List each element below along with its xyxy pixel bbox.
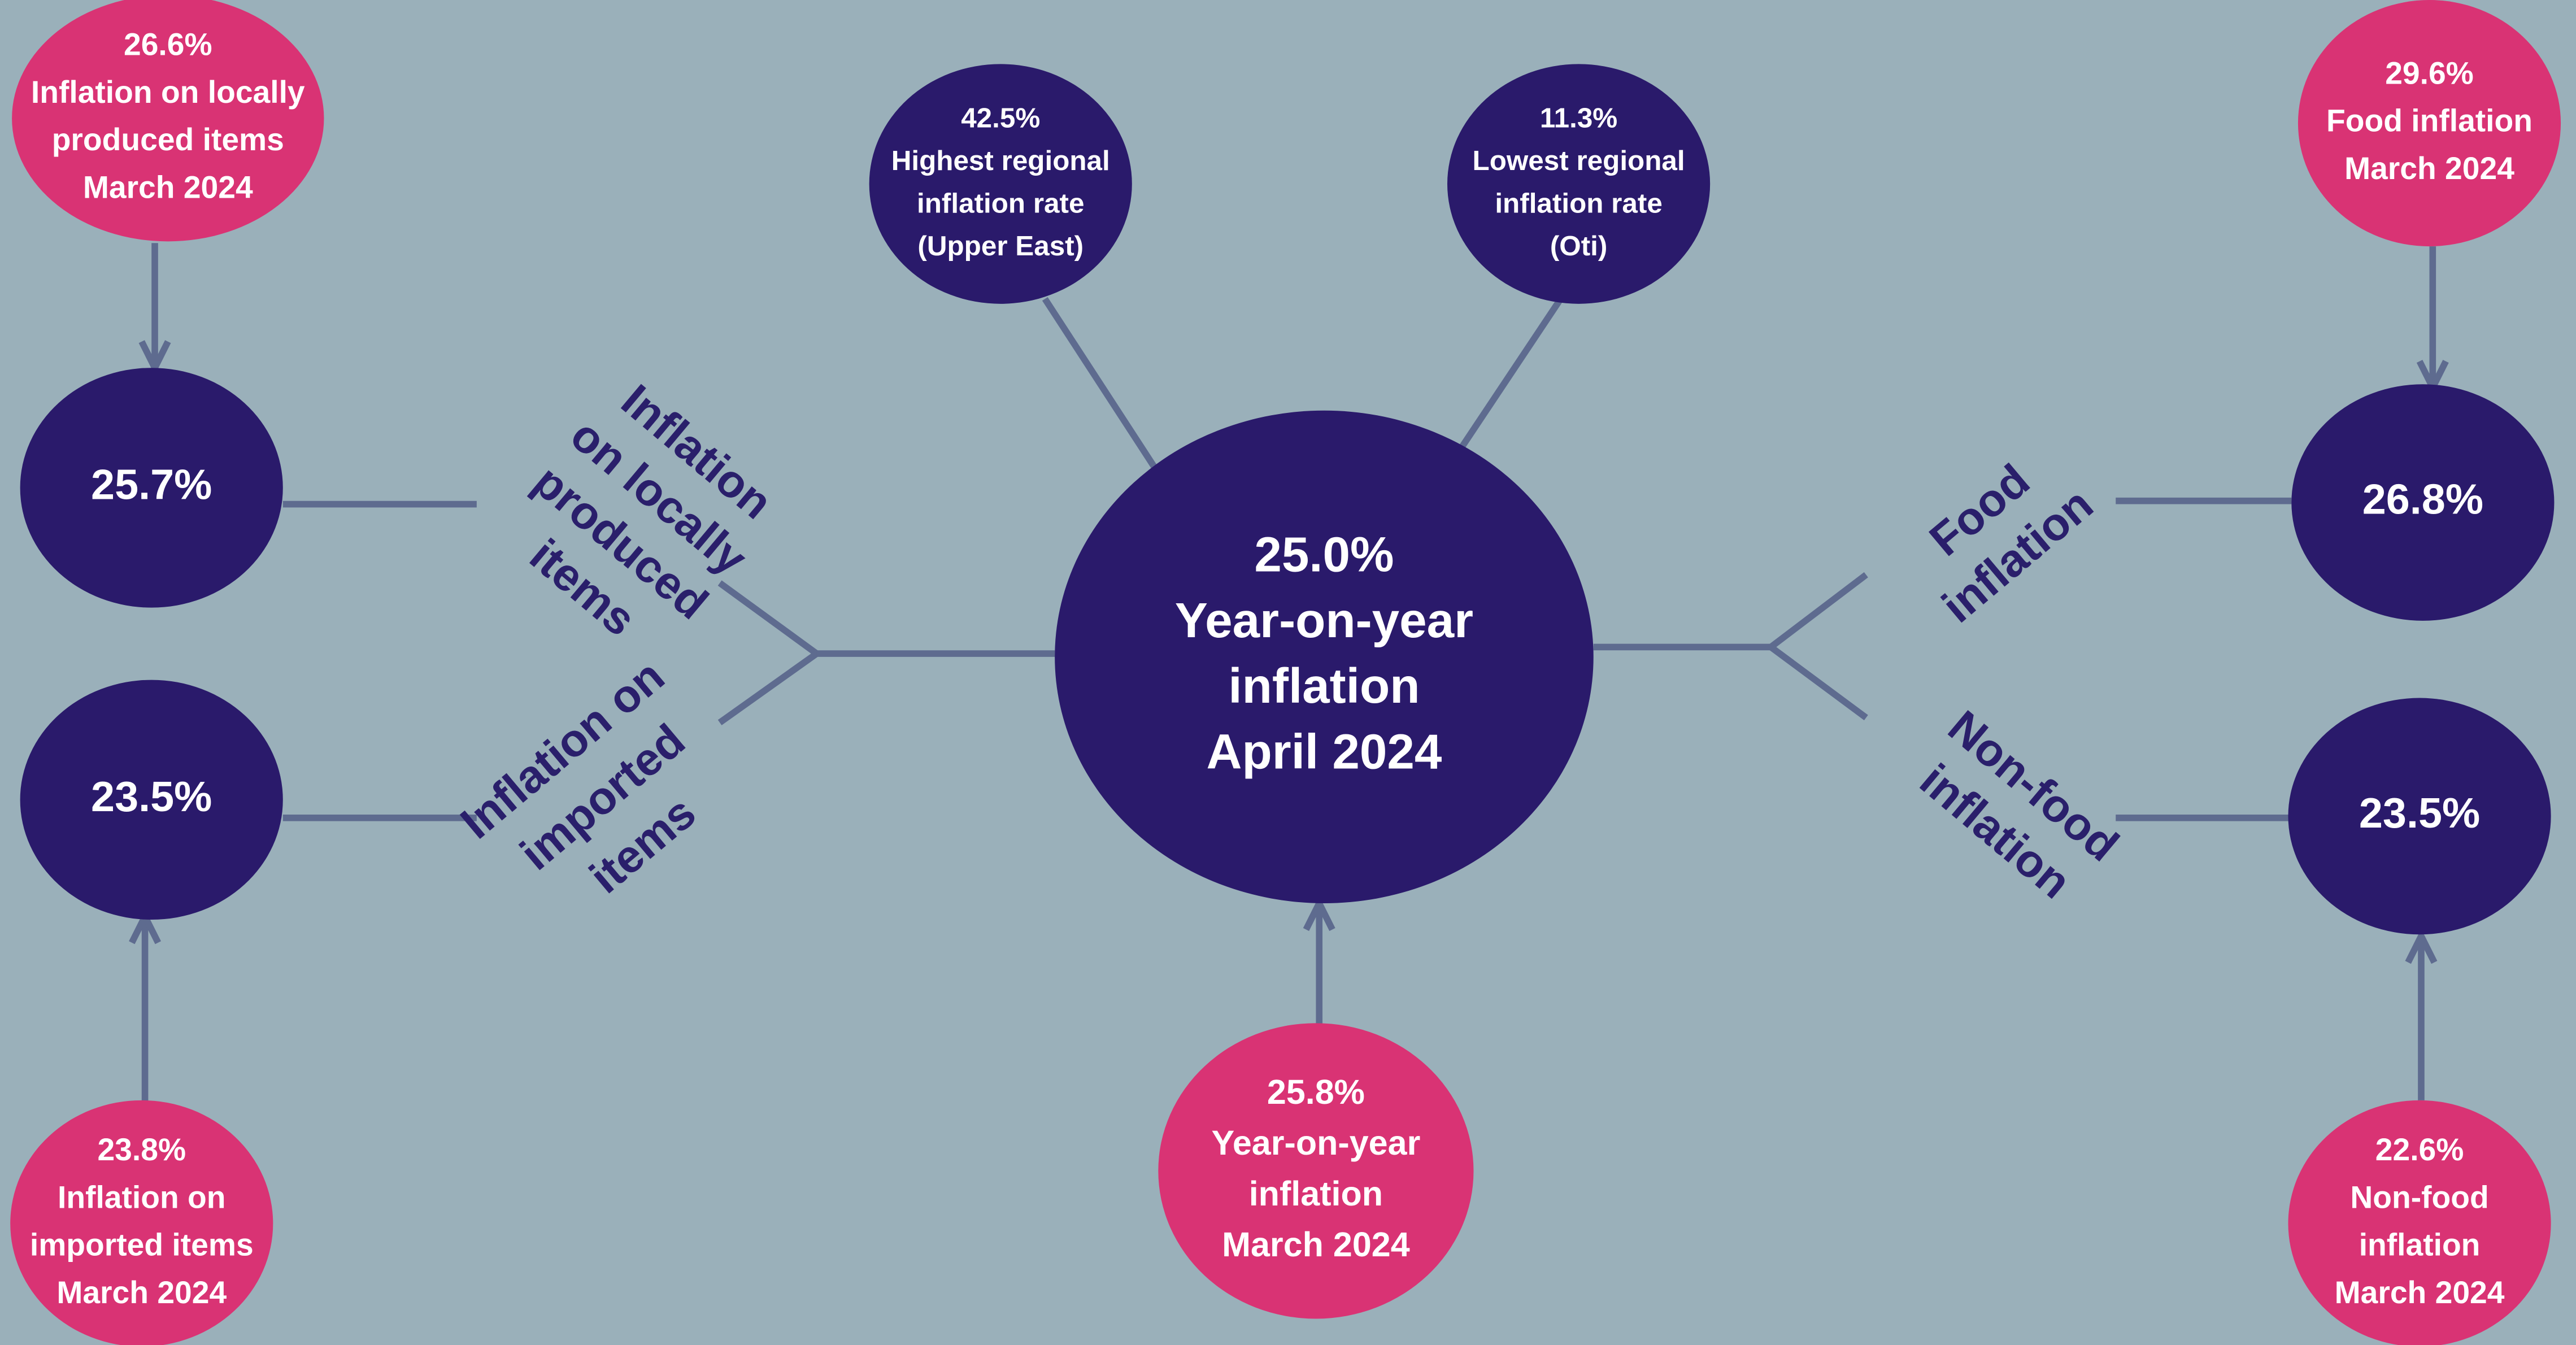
- connector: [1459, 297, 1564, 449]
- node: 29.6% Food inflation March 2024: [2297, 0, 2561, 247]
- node-label: 23.5%: [91, 773, 212, 821]
- node: 23.5%: [20, 680, 283, 920]
- node-circle: [10, 1100, 273, 1345]
- node-label: Food inflation: [2326, 103, 2533, 138]
- node-circle: [20, 368, 283, 608]
- node-label: April 2024: [1207, 724, 1442, 779]
- node-label: Year-on-year: [1211, 1124, 1420, 1162]
- node: 26.6% Inflation on locally produced items M…: [12, 0, 324, 242]
- node-label: March 2024: [56, 1275, 227, 1310]
- node-label: March 2024: [1222, 1225, 1410, 1264]
- node-label: inflation: [1249, 1174, 1383, 1213]
- node-label: 25.0%: [1254, 527, 1394, 582]
- node-label: 42.5%: [961, 102, 1040, 133]
- node-label: 22.6%: [2375, 1132, 2464, 1167]
- node-label: 29.6%: [2385, 55, 2474, 90]
- node-circle: [1447, 64, 1711, 304]
- node-label: (Upper East): [917, 230, 1084, 262]
- fork: [717, 580, 823, 725]
- node-label: 23.8%: [97, 1132, 186, 1167]
- node: 25.7%: [20, 368, 283, 608]
- node: 23.8% Inflation on imported items March 202…: [10, 1100, 273, 1345]
- node: 22.6% Non-food inflation March 2024: [2288, 1100, 2551, 1345]
- node-label: March 2024: [2335, 1275, 2505, 1310]
- node-label: March 2024: [2344, 151, 2514, 186]
- node-circle: [12, 0, 324, 242]
- node-label: Highest regional: [891, 145, 1110, 176]
- node: 25.8% Year-on-year inflation March 2024: [1158, 1023, 1474, 1319]
- node-label: Inflation on locally: [31, 75, 305, 110]
- node-circle: [1158, 1023, 1474, 1319]
- node-circle: [2288, 698, 2551, 935]
- node: 11.3% Lowest regional inflation rate (Oti): [1447, 64, 1711, 304]
- node-label: inflation rate: [917, 188, 1084, 219]
- connectors: [145, 243, 2433, 1104]
- node-label: Inflation on: [58, 1179, 226, 1215]
- node-circle: [869, 64, 1132, 304]
- node-label: 25.8%: [1267, 1073, 1365, 1111]
- node-label: 25.7%: [91, 461, 212, 508]
- node-label: (Oti): [1550, 230, 1608, 262]
- node-label: Year-on-year: [1175, 593, 1473, 648]
- node-label: Lowest regional: [1473, 145, 1685, 176]
- node: 23.5%: [2288, 698, 2551, 935]
- connector: [1042, 297, 1158, 470]
- node-circle: [20, 680, 283, 920]
- node: 25.0% Year-on-year inflation April 2024: [1055, 410, 1594, 903]
- node-label: produced items: [52, 122, 284, 157]
- fork: [1765, 572, 1868, 721]
- node-label: Non-food: [2350, 1179, 2488, 1215]
- node-label: inflation rate: [1495, 188, 1662, 219]
- node-label: 11.3%: [1540, 102, 1617, 133]
- node: 26.8%: [2291, 384, 2555, 621]
- node-circle: [1055, 410, 1594, 903]
- node-label: 26.6%: [124, 27, 212, 62]
- node-label: March 2024: [83, 169, 253, 204]
- node-label: 26.8%: [2362, 476, 2483, 524]
- node-label: inflation: [1228, 659, 1420, 713]
- node: 42.5% Highest regional inflation rate (Uppe…: [869, 64, 1132, 304]
- node-circle: [2291, 384, 2555, 621]
- node-circle: [2297, 0, 2561, 247]
- node-circle: [2288, 1100, 2551, 1345]
- node-label: 23.5%: [2359, 790, 2480, 837]
- node-label: imported items: [30, 1228, 254, 1263]
- node-label: inflation: [2359, 1228, 2481, 1263]
